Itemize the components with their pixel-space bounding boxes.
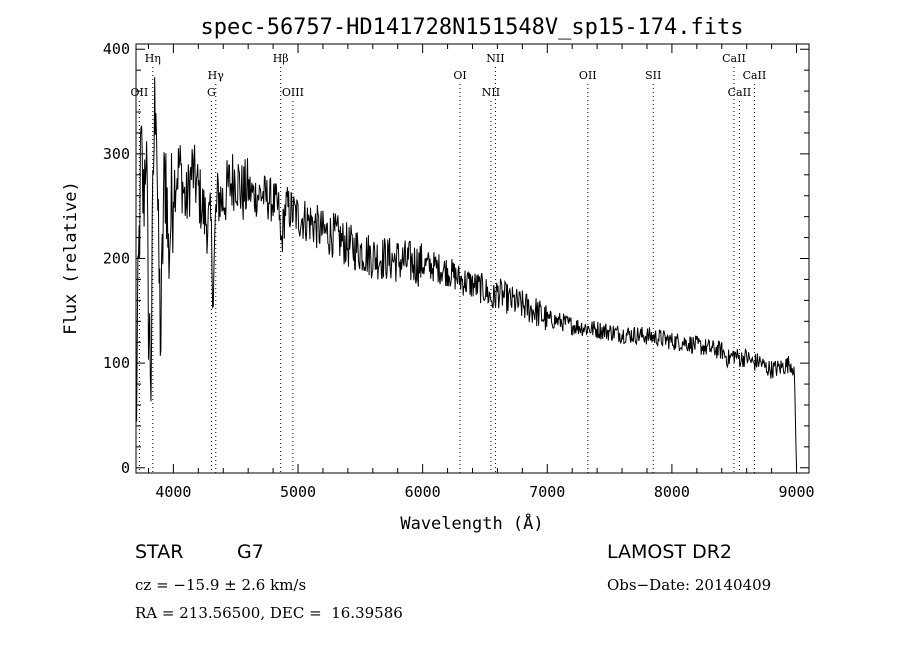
line-marker-lines [138, 67, 755, 473]
line-marker-label: OIII [282, 86, 304, 99]
x-tick-label: 7000 [529, 483, 565, 501]
line-marker-label: NII [486, 52, 504, 65]
plot-frame [135, 43, 810, 474]
subclass-label: G7 [237, 541, 264, 563]
y-axis-ticks: 0 100 200 300 400 [103, 40, 809, 477]
x-tick-label: 5000 [280, 483, 316, 501]
line-marker-label: SII [645, 69, 661, 82]
line-marker-label: Hη [145, 52, 161, 65]
line-marker-labels: OII Hη Hγ G Hβ OIII OI NII NII OII SII CaII CaII CaII [131, 52, 767, 99]
line-marker-label: CaII [722, 52, 746, 65]
chart-title: spec-56757-HD141728N151548V_sp15-174.fit… [200, 15, 743, 40]
line-marker-label: OI [453, 69, 466, 82]
x-tick-label: 4000 [155, 483, 191, 501]
line-marker-label: CaII [743, 69, 767, 82]
line-marker-label: CaII [728, 86, 752, 99]
coords-readout: RA = 213.56500, DEC = 16.39586 [135, 604, 403, 622]
line-marker-label: G [207, 86, 216, 99]
cz-readout: cz = −15.9 ± 2.6 km/s [135, 576, 307, 594]
x-tick-label: 8000 [654, 483, 690, 501]
class-label: STAR [135, 541, 184, 563]
x-tick-label: 9000 [778, 483, 814, 501]
line-marker-label: OII [131, 86, 149, 99]
x-axis-ticks: 4000 5000 6000 7000 8000 9000 [147, 44, 815, 501]
y-tick-label: 100 [103, 354, 130, 372]
line-marker-label: Hβ [273, 52, 289, 65]
y-tick-label: 200 [103, 250, 130, 268]
y-tick-label: 300 [103, 145, 130, 163]
obs-date-readout: Obs−Date: 20140409 [607, 576, 772, 594]
y-tick-label: 400 [103, 40, 130, 58]
survey-label: LAMOST DR2 [607, 541, 732, 563]
x-tick-label: 6000 [405, 483, 441, 501]
line-marker-label: OII [579, 69, 597, 82]
line-marker-label: Hγ [208, 69, 225, 82]
y-axis-label: Flux (relative) [61, 181, 81, 335]
line-marker-label: NII [482, 86, 500, 99]
y-tick-label: 0 [121, 459, 130, 477]
spectrum-line [135, 77, 797, 468]
x-axis-label: Wavelength (Å) [400, 512, 543, 534]
